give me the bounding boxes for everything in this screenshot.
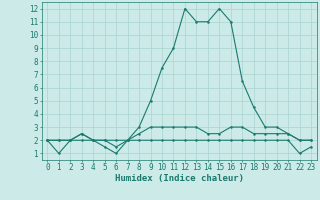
X-axis label: Humidex (Indice chaleur): Humidex (Indice chaleur) xyxy=(115,174,244,183)
